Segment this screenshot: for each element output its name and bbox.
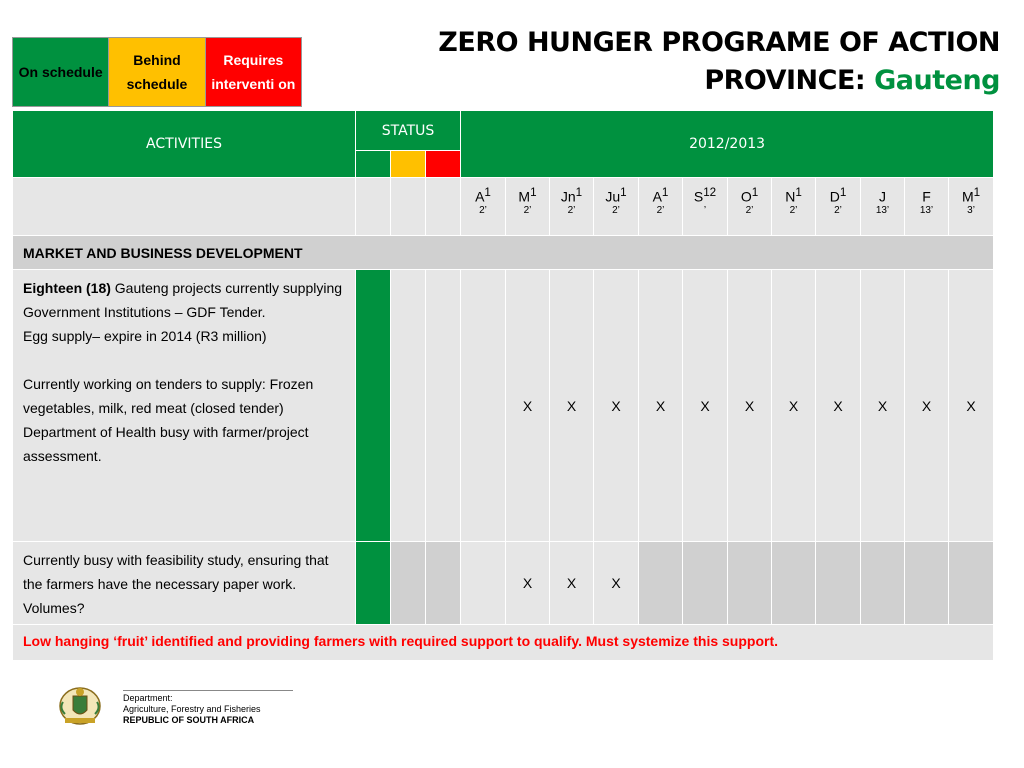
month-header: M1 3’ bbox=[947, 177, 995, 236]
note-text: Low hanging ‘fruit’ identified and provi… bbox=[11, 624, 995, 661]
month-mark bbox=[860, 541, 905, 625]
province-value: Gauteng bbox=[874, 65, 1000, 96]
status-col-red bbox=[425, 150, 461, 178]
month-mark: X bbox=[727, 269, 772, 542]
month-mark bbox=[771, 541, 816, 625]
month-header: A1 2’ bbox=[460, 177, 506, 236]
month-header: F 13’ bbox=[904, 177, 949, 236]
section-title: MARKET AND BUSINESS DEVELOPMENT bbox=[11, 235, 995, 270]
month-mark: X bbox=[682, 269, 728, 542]
department-logo: Department: Agriculture, Forestry and Fi… bbox=[55, 682, 293, 726]
legend-on-schedule: On schedule bbox=[13, 38, 110, 106]
month-mark bbox=[682, 541, 728, 625]
activity-cell: Currently busy with feasibility study, e… bbox=[12, 541, 356, 625]
month-mark: X bbox=[593, 541, 639, 625]
month-mark bbox=[815, 541, 861, 625]
month-mark: X bbox=[505, 269, 550, 542]
title-line2: PROVINCE: Gauteng bbox=[438, 62, 1000, 100]
month-mark bbox=[460, 269, 506, 542]
month-header: M1 2’ bbox=[505, 177, 550, 236]
month-mark bbox=[460, 541, 506, 625]
month-header: O1 2’ bbox=[727, 177, 772, 236]
status-on-schedule bbox=[355, 541, 391, 625]
month-header: A1 2’ bbox=[638, 177, 683, 236]
month-mark bbox=[904, 541, 949, 625]
month-mark: X bbox=[549, 541, 594, 625]
months-row: A1 2’ M1 2’ Jn1 2’ Ju1 2’ A1 2’ S12’ O1 2’ N1 2… bbox=[12, 177, 995, 236]
table-row: Eighteen (18) Gauteng projects currently… bbox=[12, 269, 995, 542]
month-mark: X bbox=[947, 269, 995, 542]
year-header: 2012/2013 bbox=[459, 110, 995, 178]
month-mark: X bbox=[771, 269, 816, 542]
activity-table: ACTIVITIES STATUS 2012/2013 A1 2’ M1 2’ Jn… bbox=[11, 110, 995, 661]
province-label: PROVINCE: bbox=[704, 65, 875, 96]
status-header: STATUS bbox=[355, 110, 461, 151]
month-mark bbox=[947, 541, 995, 625]
month-mark bbox=[727, 541, 772, 625]
month-header: J 13’ bbox=[860, 177, 905, 236]
month-mark: X bbox=[549, 269, 594, 542]
month-header: S12’ bbox=[682, 177, 728, 236]
month-mark: X bbox=[904, 269, 949, 542]
month-mark: X bbox=[593, 269, 639, 542]
month-mark: X bbox=[505, 541, 550, 625]
coat-of-arms-icon bbox=[59, 687, 101, 725]
month-mark: X bbox=[815, 269, 861, 542]
page-title: ZERO HUNGER PROGRAME OF ACTION PROVINCE:… bbox=[438, 24, 1000, 100]
month-header: N1 2’ bbox=[771, 177, 816, 236]
month-header: Jn1 2’ bbox=[549, 177, 594, 236]
month-mark bbox=[638, 541, 683, 625]
month-mark: X bbox=[860, 269, 905, 542]
activity-cell: Eighteen (18) Gauteng projects currently… bbox=[12, 269, 356, 542]
legend-behind-schedule: Behind schedule bbox=[109, 38, 206, 106]
status-legend: On schedule Behind schedule Requires int… bbox=[12, 37, 302, 107]
legend-requires-intervention: Requires interventi on bbox=[205, 38, 301, 106]
month-mark: X bbox=[638, 269, 683, 542]
table-row: Currently busy with feasibility study, e… bbox=[12, 541, 995, 625]
status-col-yellow bbox=[390, 150, 426, 178]
month-header: Ju1 2’ bbox=[593, 177, 639, 236]
title-line1: ZERO HUNGER PROGRAME OF ACTION bbox=[438, 27, 1000, 58]
activities-header: ACTIVITIES bbox=[12, 110, 356, 178]
month-header: D1 2’ bbox=[815, 177, 861, 236]
status-on-schedule bbox=[355, 269, 391, 542]
status-col-green bbox=[355, 150, 391, 178]
department-text: Department: Agriculture, Forestry and Fi… bbox=[123, 690, 293, 726]
